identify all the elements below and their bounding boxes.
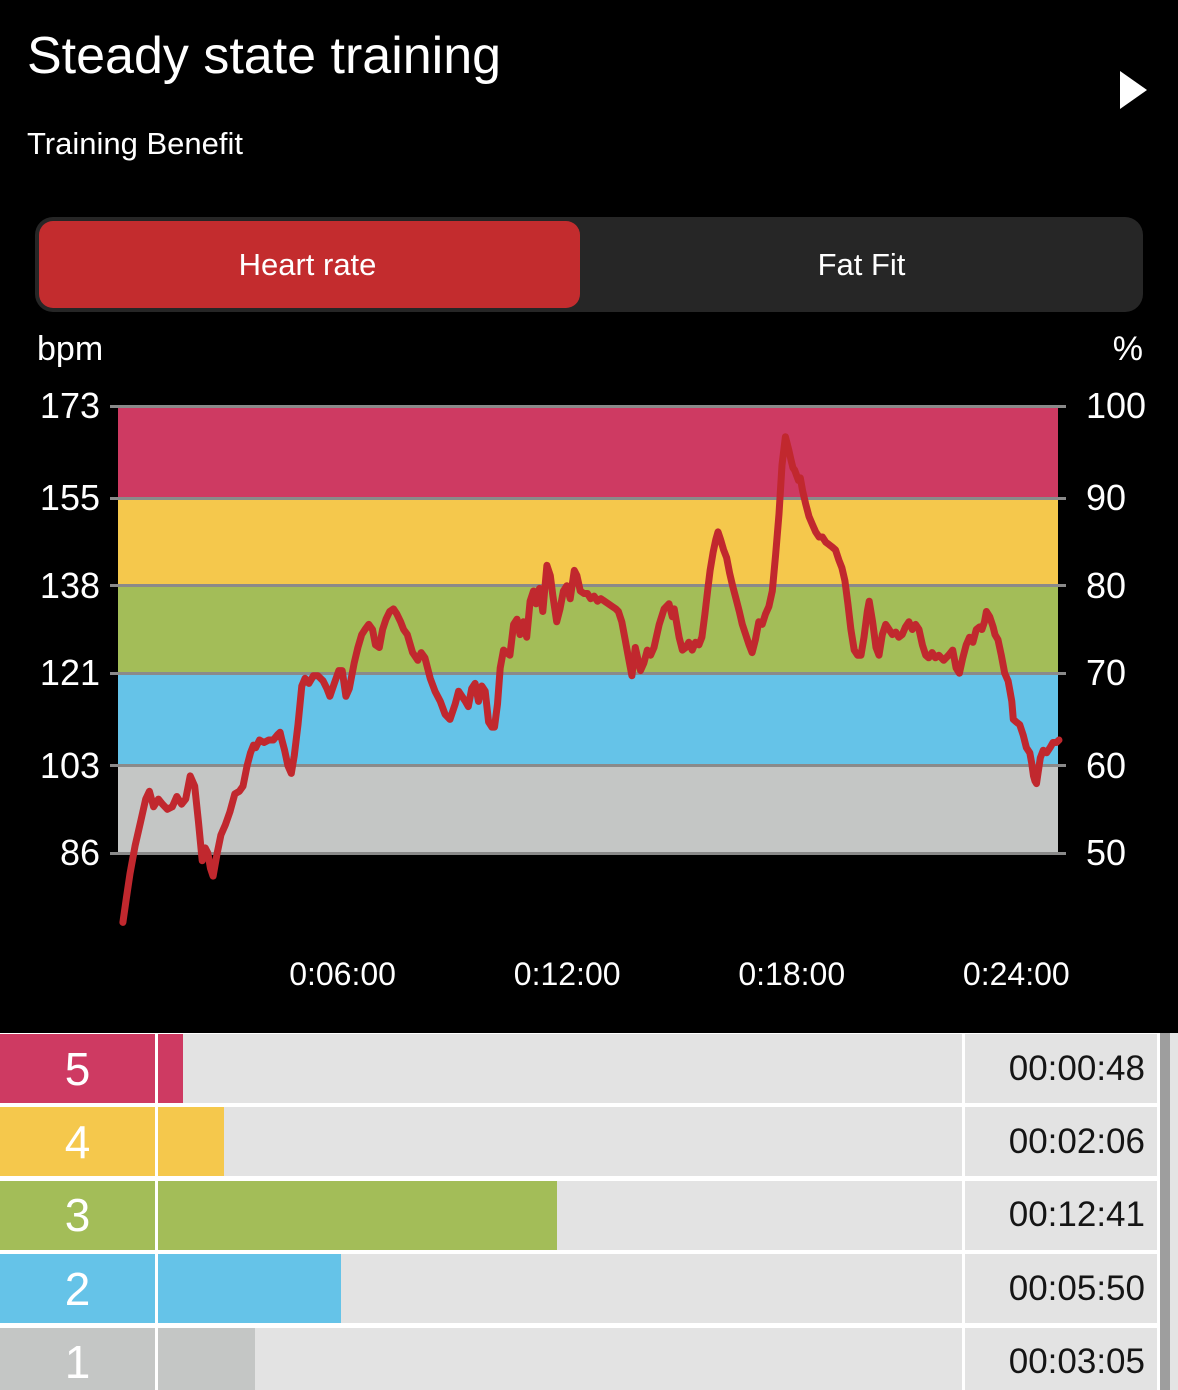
tab-bar: Heart rate Fat Fit [35,217,1143,312]
zone-number: 1 [64,1336,91,1389]
zone-duration-bar [158,1034,183,1103]
gridline-121bpm [110,671,1066,675]
y-axis-label-percent-60: 60 [1086,744,1127,786]
y-axis-label-bpm-155: 155 [39,477,100,519]
zone-number: 4 [64,1115,91,1168]
zone-bar-track [158,1034,962,1103]
zone-row-3: 3 00:12:41 [0,1180,1178,1250]
x-axis-label-0:12:00: 0:12:00 [513,956,621,992]
play-icon[interactable] [1120,71,1147,109]
x-axis-label-0:18:00: 0:18:00 [738,956,846,992]
page-subtitle: Training Benefit [27,126,243,161]
page-title: Steady state training [27,27,502,85]
scrollbar-thumb[interactable] [1160,1033,1170,1390]
zone-duration-bar [158,1180,557,1250]
zone-number-cell-1: 1 [0,1327,155,1390]
zone-duration-value: 00:00:48 [965,1034,1157,1103]
zone-band-4 [118,498,1058,586]
zone-row-4: 4 00:02:06 [0,1107,1178,1177]
gridline-155bpm [110,496,1066,500]
zone-number: 2 [64,1262,91,1315]
x-axis-label-0:06:00: 0:06:00 [289,956,396,992]
zone-duration-table: 5 00:00:48 4 00:02:06 3 00:12:41 2 00:05:50 1 00:… [0,1033,1178,1390]
gridline-103bpm [110,764,1066,768]
right-axis-unit: % [1112,330,1143,368]
x-axis-label-0:24:00: 0:24:00 [962,956,1070,992]
zone-number-cell-4: 4 [0,1107,155,1177]
y-axis-label-bpm-173: 173 [39,385,100,426]
tab-fat-fit[interactable]: Fat Fit [817,246,906,282]
zone-band-1 [118,765,1058,853]
zone-duration-value: 00:12:41 [965,1180,1157,1250]
zone-duration-bar [158,1107,224,1177]
y-axis-label-bpm-121: 121 [39,652,100,694]
gridline-173bpm [110,404,1066,408]
tab-heart-rate[interactable]: Heart rate [238,246,377,282]
gridline-86bpm [110,851,1066,855]
zone-number: 3 [64,1189,91,1242]
y-axis-label-percent-70: 70 [1086,652,1127,694]
left-axis-unit: bpm [37,330,104,368]
zone-row-2: 2 00:05:50 [0,1254,1178,1324]
zone-number: 5 [64,1042,91,1095]
zone-row-1: 1 00:03:05 [0,1327,1178,1390]
tab-selected-background [39,221,580,308]
zone-band-3 [118,585,1058,674]
zone-row-5: 5 00:00:48 [0,1034,1178,1103]
zone-number-cell-3: 3 [0,1180,155,1250]
gridline-138bpm [110,584,1066,588]
y-axis-label-percent-50: 50 [1086,832,1127,873]
zone-duration-bar [158,1254,341,1324]
zone-band-5 [118,406,1058,499]
y-axis-label-percent-100: 100 [1086,385,1147,426]
zone-duration-value: 00:05:50 [965,1254,1157,1324]
zone-bar-track [158,1107,962,1177]
y-axis-label-bpm-103: 103 [39,744,100,786]
y-axis-label-bpm-138: 138 [39,564,100,606]
scrollbar-track [1170,1033,1178,1390]
zone-bar-track [158,1327,962,1390]
zone-number-cell-2: 2 [0,1254,155,1324]
y-axis-label-percent-90: 90 [1086,477,1127,519]
zone-number-cell-5: 5 [0,1034,155,1103]
zone-duration-bar [158,1327,255,1390]
zone-duration-value: 00:03:05 [965,1327,1157,1390]
zone-duration-value: 00:02:06 [965,1107,1157,1177]
y-axis-label-percent-80: 80 [1086,564,1127,606]
zone-band-2 [118,673,1058,766]
y-axis-label-bpm-86: 86 [59,832,100,873]
